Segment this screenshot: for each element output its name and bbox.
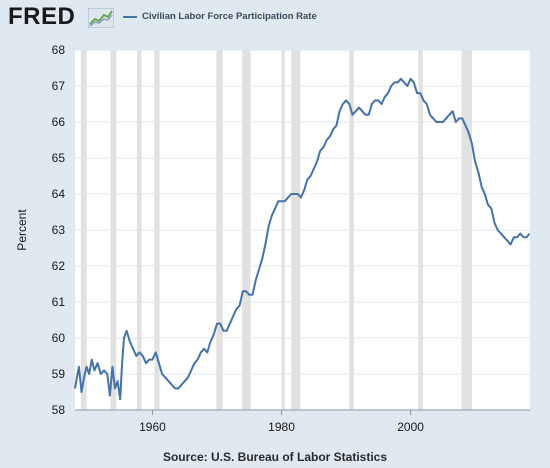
y-tick-label: 66 [52,115,66,129]
header: FRED Civilian Labor Force Participation … [0,0,550,40]
legend-label: Civilian Labor Force Participation Rate [142,11,317,22]
y-tick-label: 58 [52,403,66,417]
trend-graph-icon [88,8,114,28]
y-axis-label: Percent [15,209,29,251]
y-tick-label: 67 [52,79,66,93]
legend[interactable]: Civilian Labor Force Participation Rate [123,11,317,22]
y-tick-label: 60 [52,331,66,345]
y-tick-label: 59 [52,367,66,381]
legend-swatch [123,15,137,18]
y-tick-label: 63 [52,223,66,237]
series-line [74,77,531,401]
x-tick-label: 2000 [397,420,424,434]
x-tick-label: 1960 [139,420,166,434]
y-tick-label: 62 [52,259,66,273]
x-tick-label: 1980 [268,420,295,434]
y-tick-label: 68 [52,43,66,57]
y-tick-label: 64 [52,187,66,201]
y-tick-label: 65 [52,151,66,165]
y-tick-label: 61 [52,295,66,309]
source-note: Source: U.S. Bureau of Labor Statistics [162,450,388,464]
fred-logo[interactable]: FRED [8,3,76,30]
